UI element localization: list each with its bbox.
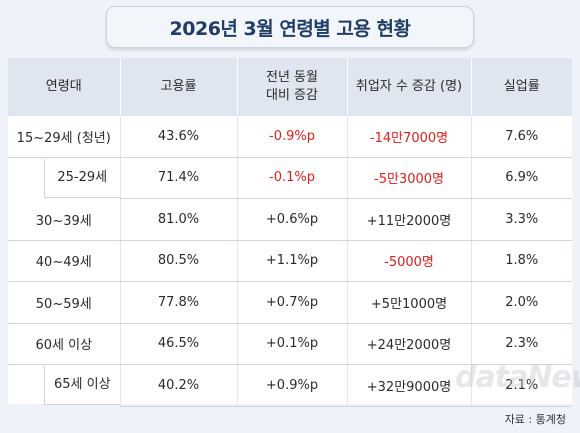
table-row: 25-29세 71.4% -0.1%p -5만3000명 6.9% <box>8 157 572 199</box>
table-row: 30~39세 81.0% +0.6%p +11만2000명 3.3% <box>8 198 572 241</box>
table-row: 65세 이상 40.2% +0.9%p +32만9000명 2.1% <box>8 364 572 407</box>
table-row: 50~59세 77.8% +0.7%p +5만1000명 2.0% <box>8 281 572 324</box>
yoy-cell: +0.7%p <box>236 281 347 324</box>
age-cell: 40~49세 <box>8 240 120 282</box>
table-row: 15~29세 (청년) 43.6% -0.9%p -14만7000명 7.6% <box>8 116 572 158</box>
table-row: 40~49세 80.5% +1.1%p -5000명 1.8% <box>8 240 572 282</box>
age-cell: 25-29세 <box>8 157 120 199</box>
header-yoy-line1: 전년 동월 <box>266 70 318 85</box>
age-cell: 15~29세 (청년) <box>8 116 120 158</box>
unemp-cell: 6.9% <box>470 157 572 199</box>
rate-cell: 46.5% <box>119 323 237 365</box>
change-cell: -5만3000명 <box>346 157 471 199</box>
yoy-cell: -0.1%p <box>236 157 347 199</box>
change-cell: +24만2000명 <box>346 323 471 365</box>
unemp-cell: 1.8% <box>470 240 572 282</box>
page-title: 2026년 3월 연령별 고용 현황 <box>106 6 474 48</box>
yoy-cell: +1.1%p <box>236 240 347 282</box>
yoy-cell: +0.6%p <box>236 198 347 241</box>
rate-cell: 43.6% <box>119 116 237 158</box>
unemp-cell: 3.3% <box>470 198 572 241</box>
change-cell: -5000명 <box>346 240 471 282</box>
unemp-cell: 2.0% <box>470 281 572 324</box>
yoy-cell: +0.1%p <box>236 323 347 365</box>
rate-cell: 77.8% <box>119 281 237 324</box>
change-cell: +32만9000명 <box>346 364 471 407</box>
sub-age-label: 65세 이상 <box>44 366 120 405</box>
change-cell: +5만1000명 <box>346 281 471 324</box>
age-cell: 50~59세 <box>8 281 120 324</box>
rate-cell: 81.0% <box>119 198 237 241</box>
header-employment-rate: 고용률 <box>119 58 237 116</box>
header-age: 연령대 <box>8 58 120 116</box>
unemp-cell: 7.6% <box>470 116 572 158</box>
age-cell: 65세 이상 <box>8 365 120 407</box>
header-yoy-line2: 대비 증감 <box>266 88 318 103</box>
table-row: 60세 이상 46.5% +0.1%p +24만2000명 2.3% <box>8 323 572 365</box>
rate-cell: 71.4% <box>119 157 237 199</box>
header-unemployment: 실업률 <box>470 58 572 116</box>
age-cell: 60세 이상 <box>8 323 120 365</box>
age-cell: 30~39세 <box>8 198 120 241</box>
unemp-cell: 2.1% <box>470 364 572 407</box>
unemp-cell: 2.3% <box>470 323 572 365</box>
change-cell: -14만7000명 <box>346 116 471 158</box>
header-change: 취업자 수 증감 (명) <box>346 58 471 116</box>
change-cell: +11만2000명 <box>346 198 471 241</box>
source-note: 자료 : 통계청 <box>504 413 566 426</box>
rate-cell: 80.5% <box>119 240 237 282</box>
yoy-cell: +0.9%p <box>236 364 347 407</box>
watermark-logo: dataNews <box>455 360 580 395</box>
rate-cell: 40.2% <box>119 364 237 407</box>
sub-age-label: 25-29세 <box>44 158 120 198</box>
yoy-cell: -0.9%p <box>236 116 347 158</box>
